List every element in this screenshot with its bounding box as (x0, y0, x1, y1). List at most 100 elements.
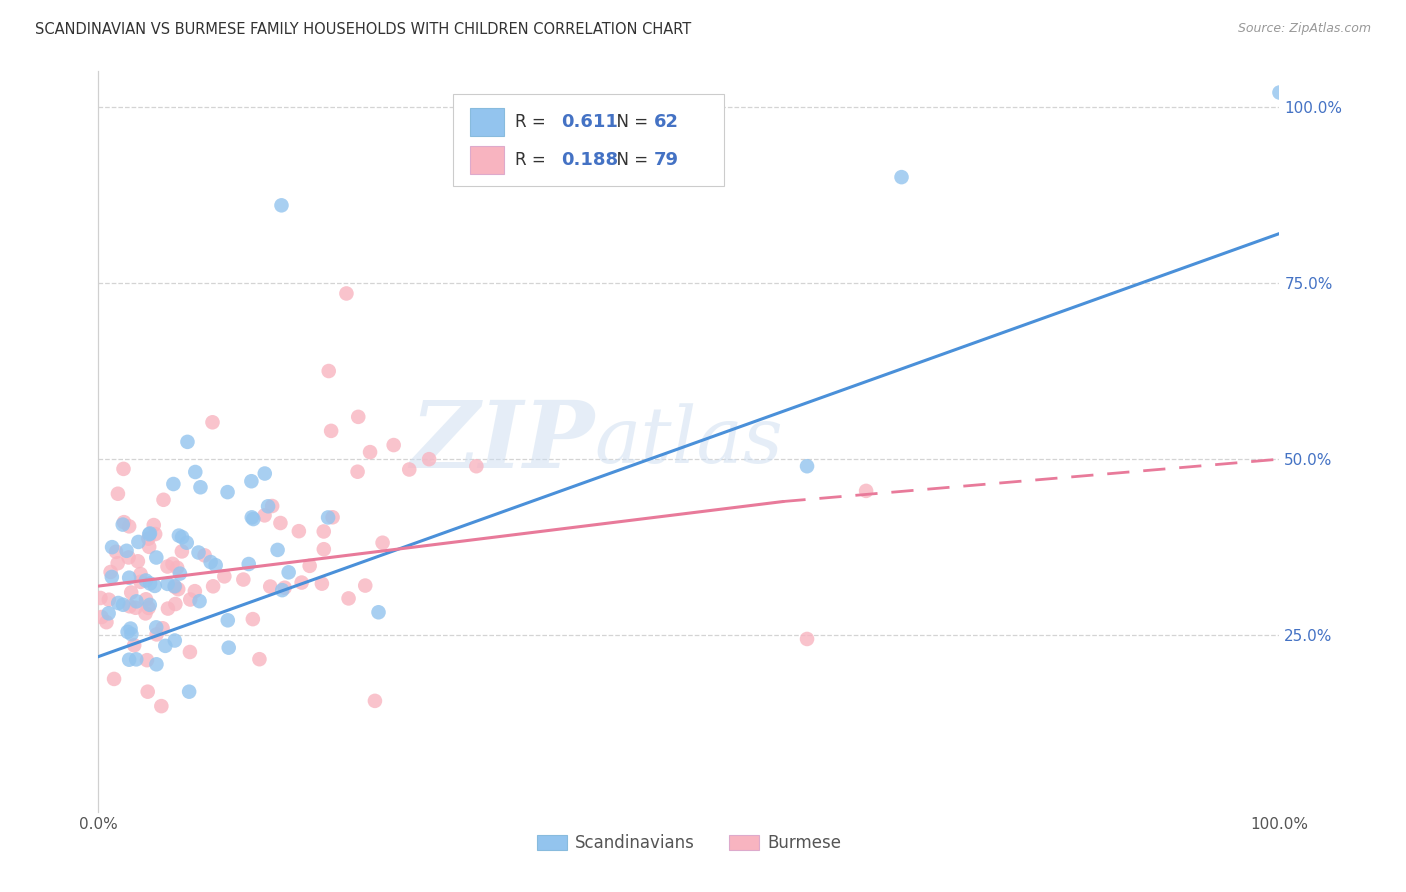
Point (312, 524, 335, 539)
Point (122, 638, 145, 652)
Point (288, 524, 311, 538)
Point (97, 607, 120, 621)
Point (311, 576, 333, 591)
Point (382, 438, 405, 452)
Point (176, 434, 198, 449)
Point (371, 535, 394, 549)
Point (125, 594, 148, 608)
Point (112, 515, 135, 529)
Point (135, 592, 157, 607)
Point (796, 459, 818, 474)
Point (162, 557, 184, 571)
Point (298, 558, 321, 573)
Point (111, 517, 134, 532)
Point (201, 415, 224, 429)
Point (855, 483, 877, 498)
Point (179, 592, 201, 607)
Point (96, 615, 118, 630)
Point (188, 594, 211, 608)
Point (112, 598, 135, 612)
Point (179, 645, 201, 659)
Point (165, 597, 187, 611)
Point (169, 566, 191, 581)
Point (117, 550, 139, 565)
Point (269, 516, 291, 530)
Point (240, 474, 263, 488)
Point (138, 527, 160, 541)
Point (240, 510, 263, 524)
Text: 0.188: 0.188 (561, 152, 619, 169)
Point (139, 598, 162, 612)
Point (190, 480, 212, 494)
Point (135, 574, 157, 588)
Point (163, 580, 186, 594)
Point (163, 633, 186, 648)
Point (277, 566, 299, 580)
Point (359, 445, 381, 459)
Point (291, 575, 314, 590)
Point (120, 622, 142, 636)
Point (127, 535, 149, 549)
Point (194, 549, 217, 563)
Point (214, 569, 236, 583)
Point (103, 672, 125, 686)
Point (124, 600, 146, 615)
Point (202, 579, 225, 593)
Point (138, 532, 160, 546)
Point (105, 545, 128, 559)
Point (145, 550, 167, 565)
Point (1268, 86, 1291, 100)
Point (312, 542, 335, 557)
Point (120, 627, 142, 641)
Point (120, 585, 142, 599)
Point (118, 519, 141, 533)
Point (90, 610, 112, 624)
Point (200, 555, 222, 569)
Point (115, 543, 138, 558)
Text: 79: 79 (654, 152, 679, 169)
Point (170, 530, 193, 544)
Point (125, 652, 148, 666)
Point (270, 198, 292, 212)
Point (100, 565, 122, 579)
Point (118, 599, 141, 614)
Point (129, 574, 152, 589)
Point (217, 613, 239, 627)
Text: Source: ZipAtlas.com: Source: ZipAtlas.com (1237, 22, 1371, 36)
Point (139, 526, 162, 541)
Point (335, 286, 357, 301)
Point (112, 462, 135, 476)
Point (242, 512, 264, 526)
Point (152, 621, 174, 635)
Point (187, 545, 209, 559)
Text: 0.611: 0.611 (561, 112, 619, 131)
Point (271, 583, 294, 598)
Point (97, 592, 120, 607)
Point (101, 570, 124, 584)
Point (354, 578, 377, 592)
Point (167, 528, 190, 542)
Point (138, 601, 160, 615)
Point (367, 605, 389, 619)
Point (418, 452, 440, 467)
Point (346, 465, 368, 479)
Point (155, 639, 177, 653)
Point (238, 557, 260, 571)
Point (170, 544, 193, 558)
Point (150, 699, 173, 714)
FancyBboxPatch shape (471, 108, 503, 136)
Point (179, 684, 201, 698)
Point (337, 591, 360, 606)
Point (253, 508, 276, 523)
Point (253, 467, 276, 481)
Point (107, 596, 129, 610)
Point (218, 640, 240, 655)
Point (134, 607, 156, 621)
Point (163, 579, 186, 593)
Point (259, 580, 281, 594)
Point (796, 632, 818, 646)
FancyBboxPatch shape (471, 146, 503, 174)
Text: R =: R = (516, 112, 551, 131)
Point (89, 591, 111, 605)
Text: N =: N = (606, 152, 654, 169)
